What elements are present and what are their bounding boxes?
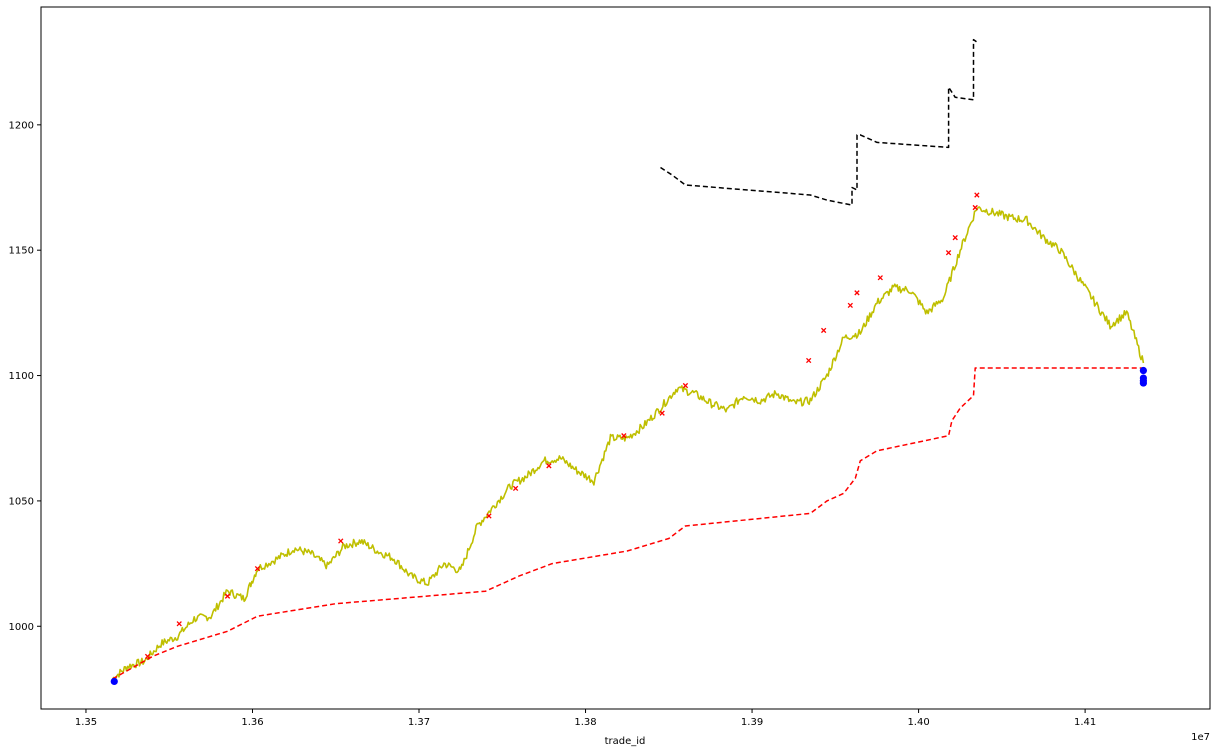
- marker-signals: [974, 192, 980, 198]
- x-tick-label: 1.35: [75, 717, 97, 728]
- marker-layer: [110, 192, 1147, 686]
- marker-signals: [176, 621, 182, 627]
- x-tick-label: 1.39: [741, 717, 763, 728]
- marker-signals: [972, 204, 978, 211]
- marker-signals: [224, 593, 231, 599]
- x-axis-label: trade_id: [605, 736, 646, 747]
- y-tick-label: 1150: [9, 246, 34, 257]
- series-line-upper_band: [660, 38, 978, 206]
- series-line-price: [111, 206, 1145, 682]
- marker-signals: [621, 433, 627, 439]
- marker-signals: [847, 302, 853, 309]
- x-axis-offset-label: 1e7: [1191, 732, 1210, 743]
- x-tick-label: 1.36: [241, 717, 263, 728]
- marker-signals: [486, 513, 492, 519]
- marker-signals: [546, 463, 552, 469]
- marker-signals: [806, 357, 812, 364]
- plot-frame: [40, 6, 1211, 710]
- marker-signals: [254, 565, 261, 572]
- x-axis-ticks: 1.35 1.36 1.37 1.38 1.39 1.40 1.41: [75, 709, 1096, 728]
- series-layer: [111, 38, 1145, 682]
- x-tick-label: 1.41: [1074, 717, 1096, 728]
- marker-signals: [659, 410, 665, 416]
- y-tick-label: 1050: [9, 496, 34, 507]
- marker-signals: [854, 290, 860, 296]
- series-line-lower_band: [112, 367, 1144, 680]
- marker-signals: [338, 538, 344, 544]
- marker-signals: [512, 485, 519, 492]
- y-tick-label: 1100: [9, 371, 34, 382]
- marker-signals: [144, 653, 151, 660]
- x-tick-label: 1.40: [907, 717, 929, 728]
- y-tick-label: 1000: [9, 622, 34, 633]
- marker-signals: [682, 382, 689, 389]
- x-tick-label: 1.38: [574, 717, 596, 728]
- marker-signals: [821, 327, 827, 334]
- marker-endpoints: [110, 677, 118, 686]
- y-tick-label: 1200: [9, 120, 34, 131]
- marker-endpoints: [1139, 366, 1147, 375]
- marker-signals: [945, 250, 952, 256]
- y-axis-ticks: 1000 1050 1100 1150 1200: [9, 120, 41, 633]
- marker-endpoints: [1139, 379, 1147, 387]
- marker-signals: [877, 275, 883, 281]
- x-tick-label: 1.37: [408, 717, 430, 728]
- marker-signals: [952, 234, 958, 241]
